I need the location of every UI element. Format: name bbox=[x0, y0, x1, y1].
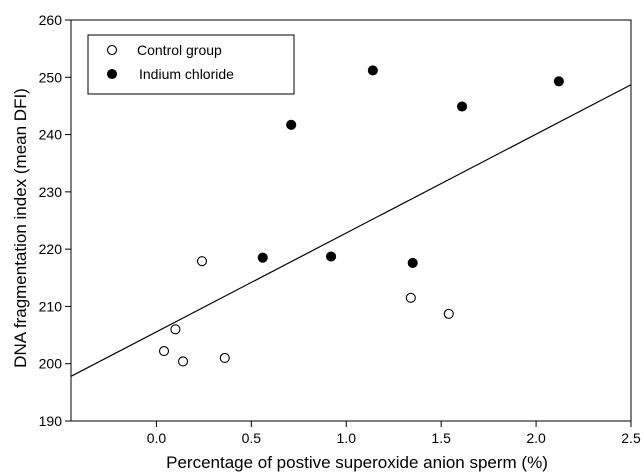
x-tick-label: 1.5 bbox=[431, 430, 451, 446]
plot-frame bbox=[70, 19, 632, 422]
legend-label-indium-chloride: Indium chloride bbox=[139, 66, 234, 82]
y-tick-label: 260 bbox=[39, 12, 63, 28]
x-axis-title: Percentage of postive superoxide anion s… bbox=[166, 453, 548, 472]
indium-chloride-point bbox=[457, 101, 468, 112]
indium-chloride-point bbox=[286, 119, 297, 130]
y-tick-label: 250 bbox=[39, 69, 63, 85]
plot-area bbox=[70, 19, 632, 422]
indium-chloride-point bbox=[553, 76, 564, 87]
legend-marker-indium-chloride bbox=[106, 68, 118, 80]
legend: Control group Indium chloride bbox=[87, 34, 295, 95]
y-tick-label: 230 bbox=[39, 184, 63, 200]
x-axis-ticks: 0.0 0.5 1.0 1.5 2.0 2.5 bbox=[147, 421, 641, 446]
indium-chloride-point bbox=[257, 252, 268, 263]
indium-chloride-point bbox=[367, 65, 378, 76]
legend-marker-control-group bbox=[106, 44, 118, 56]
control-group-point bbox=[177, 356, 189, 367]
control-group-point bbox=[158, 346, 170, 357]
indium-chloride-point bbox=[326, 251, 337, 262]
indium-chloride-point bbox=[407, 257, 418, 268]
legend-label-control-group: Control group bbox=[137, 42, 222, 58]
x-tick-label: 0.5 bbox=[242, 430, 262, 446]
y-axis-ticks: 190 200 210 220 230 240 250 260 bbox=[39, 12, 71, 429]
control-group-point bbox=[170, 324, 181, 335]
y-tick-label: 220 bbox=[39, 241, 63, 257]
regression-line bbox=[71, 84, 631, 377]
legend-box bbox=[87, 34, 295, 95]
x-tick-label: 2.0 bbox=[526, 430, 546, 446]
control-group-point bbox=[405, 292, 416, 303]
control-group-point bbox=[196, 256, 208, 267]
control-group-point bbox=[443, 308, 454, 319]
y-tick-label: 190 bbox=[39, 413, 63, 429]
x-tick-label: 1.0 bbox=[337, 430, 357, 446]
y-tick-label: 240 bbox=[39, 127, 63, 143]
y-tick-label: 200 bbox=[39, 356, 63, 372]
control-group-point bbox=[219, 352, 230, 364]
x-tick-label: 0.0 bbox=[147, 430, 167, 446]
y-axis-title: DNA fragmentation index (mean DFI) bbox=[11, 88, 30, 368]
data-marks bbox=[71, 65, 631, 377]
x-tick-label: 2.5 bbox=[621, 430, 641, 446]
y-tick-label: 210 bbox=[39, 298, 63, 314]
